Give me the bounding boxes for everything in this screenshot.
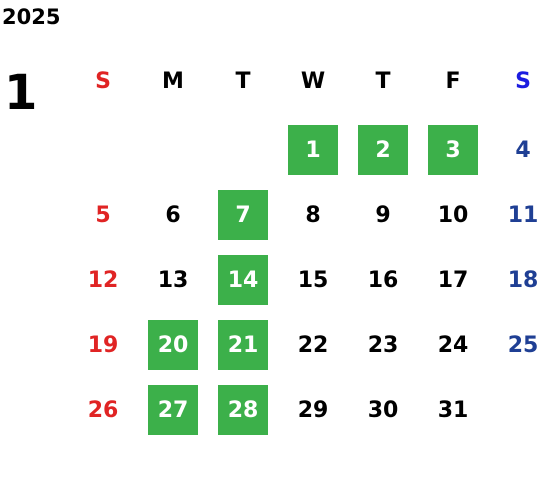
month: 1 <box>4 65 37 121</box>
day: 18 <box>508 268 539 293</box>
day: 13 <box>158 268 189 293</box>
day: 16 <box>368 268 399 293</box>
highlight-box <box>428 125 478 175</box>
weekday-header: S <box>95 69 111 94</box>
day: 11 <box>508 203 539 228</box>
day: 14 <box>228 268 259 293</box>
day: 23 <box>368 333 399 358</box>
day: 5 <box>95 203 110 228</box>
highlight-box <box>288 125 338 175</box>
day: 30 <box>368 398 399 423</box>
day: 24 <box>438 333 469 358</box>
weekday-header: M <box>162 69 184 94</box>
highlight-box <box>218 255 268 305</box>
highlight-box <box>218 320 268 370</box>
year: 2025 <box>2 5 60 29</box>
day: 31 <box>438 398 469 423</box>
weekday-header: T <box>375 69 390 94</box>
highlight-box <box>358 125 408 175</box>
day: 10 <box>438 203 469 228</box>
highlight-box <box>148 385 198 435</box>
day: 17 <box>438 268 469 293</box>
day: 26 <box>88 398 119 423</box>
day: 7 <box>235 203 250 228</box>
day: 4 <box>515 138 530 163</box>
weekday-header: F <box>445 69 460 94</box>
weekday-header: T <box>235 69 250 94</box>
day: 1 <box>305 138 320 163</box>
day: 15 <box>298 268 329 293</box>
day: 9 <box>375 203 390 228</box>
day: 21 <box>228 333 259 358</box>
day: 19 <box>88 333 119 358</box>
day: 12 <box>88 268 119 293</box>
day: 20 <box>158 333 189 358</box>
highlight-box <box>148 320 198 370</box>
day: 8 <box>305 203 320 228</box>
day: 29 <box>298 398 329 423</box>
day: 22 <box>298 333 329 358</box>
highlight-box <box>218 190 268 240</box>
weekday-header: S <box>515 69 531 94</box>
highlight-box <box>218 385 268 435</box>
day: 3 <box>445 138 460 163</box>
day: 27 <box>158 398 189 423</box>
day: 2 <box>375 138 390 163</box>
day: 28 <box>228 398 259 423</box>
weekday-header: W <box>301 69 325 94</box>
day: 25 <box>508 333 539 358</box>
day: 6 <box>165 203 180 228</box>
